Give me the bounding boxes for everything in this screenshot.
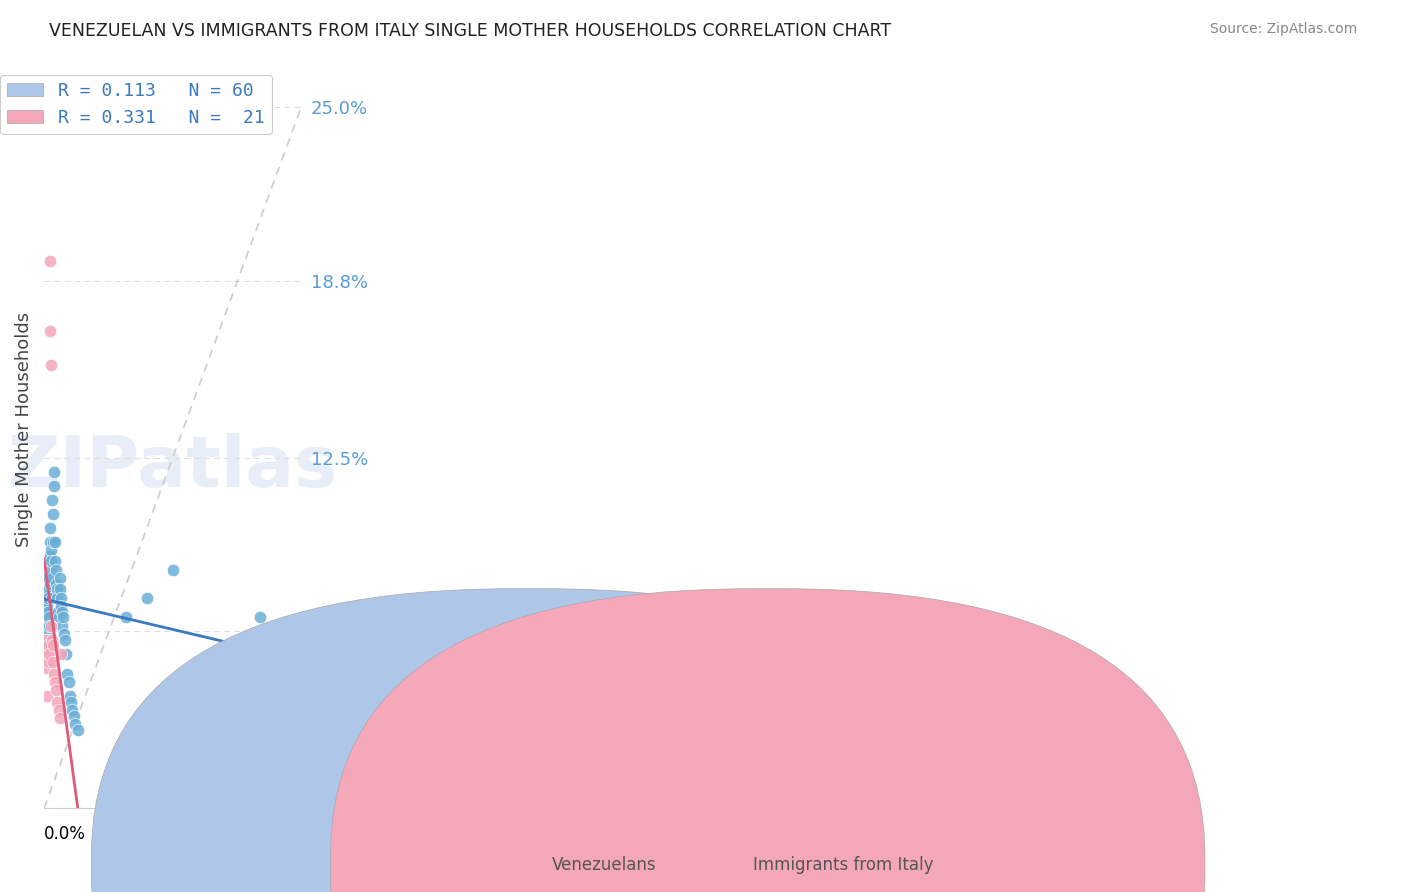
Point	[46, 695, 69, 709]
Point	[48, 610, 70, 624]
Point	[58, 675, 80, 690]
Point	[38, 576, 60, 591]
Point	[49, 599, 72, 614]
Point	[45, 576, 67, 591]
Point	[41, 591, 63, 605]
Point	[44, 675, 66, 690]
Point	[39, 563, 62, 577]
Point	[39, 324, 62, 338]
Point	[39, 619, 62, 633]
Point	[49, 647, 72, 661]
Legend: R = 0.113   N = 60, R = 0.331   N =  21: R = 0.113 N = 60, R = 0.331 N = 21	[0, 75, 271, 135]
Point	[34, 647, 56, 661]
Point	[42, 478, 65, 492]
Point	[52, 627, 75, 641]
Point	[37, 605, 59, 619]
Point	[41, 632, 63, 647]
Point	[41, 571, 63, 585]
Point	[42, 507, 65, 521]
Point	[35, 576, 58, 591]
Point	[35, 605, 58, 619]
Point	[42, 656, 65, 670]
Text: 50.0%: 50.0%	[506, 825, 558, 843]
Point	[55, 647, 77, 661]
Point	[56, 666, 79, 681]
Point	[38, 632, 60, 647]
Point	[35, 689, 58, 703]
Point	[37, 627, 59, 641]
Text: Source: ZipAtlas.com: Source: ZipAtlas.com	[1209, 22, 1357, 37]
Point	[46, 591, 69, 605]
Point	[44, 554, 66, 568]
Point	[44, 534, 66, 549]
Point	[34, 599, 56, 614]
Point	[37, 599, 59, 614]
Point	[35, 610, 58, 624]
Text: Venezuelans: Venezuelans	[553, 856, 657, 874]
Point	[45, 683, 67, 698]
Point	[37, 639, 59, 653]
Point	[38, 619, 60, 633]
Point	[41, 492, 63, 507]
Text: VENEZUELAN VS IMMIGRANTS FROM ITALY SINGLE MOTHER HOUSEHOLDS CORRELATION CHART: VENEZUELAN VS IMMIGRANTS FROM ITALY SING…	[49, 22, 891, 40]
Point	[49, 591, 72, 605]
Point	[35, 632, 58, 647]
Point	[44, 666, 66, 681]
Point	[53, 632, 76, 647]
Point	[37, 591, 59, 605]
Text: Immigrants from Italy: Immigrants from Italy	[754, 856, 934, 874]
Point	[49, 582, 72, 597]
Point	[38, 639, 60, 653]
Point	[136, 591, 159, 605]
Point	[63, 717, 86, 731]
Point	[59, 695, 82, 709]
Point	[48, 711, 70, 725]
Point	[63, 708, 86, 723]
Point	[39, 549, 62, 563]
Point	[51, 619, 73, 633]
Point	[38, 647, 60, 661]
Point	[115, 610, 138, 624]
Point	[39, 358, 62, 372]
Point	[249, 610, 271, 624]
Text: ZIPatlas: ZIPatlas	[7, 433, 337, 502]
Point	[48, 571, 70, 585]
Point	[44, 465, 66, 479]
Point	[38, 254, 60, 268]
Point	[37, 571, 59, 585]
Point	[42, 534, 65, 549]
Point	[45, 563, 67, 577]
Point	[162, 563, 184, 577]
Point	[38, 534, 60, 549]
Y-axis label: Single Mother Households: Single Mother Households	[15, 312, 32, 547]
Point	[46, 605, 69, 619]
Point	[39, 554, 62, 568]
Point	[38, 610, 60, 624]
Point	[51, 605, 73, 619]
Point	[39, 521, 62, 535]
Point	[48, 703, 70, 717]
Point	[46, 582, 69, 597]
Point	[34, 591, 56, 605]
Point	[60, 703, 83, 717]
Point	[52, 610, 75, 624]
Point	[38, 656, 60, 670]
Point	[66, 723, 89, 737]
Point	[59, 689, 82, 703]
Text: 0.0%: 0.0%	[44, 825, 86, 843]
Point	[37, 661, 59, 675]
Point	[37, 619, 59, 633]
Point	[39, 543, 62, 558]
Point	[35, 582, 58, 597]
Point	[42, 639, 65, 653]
